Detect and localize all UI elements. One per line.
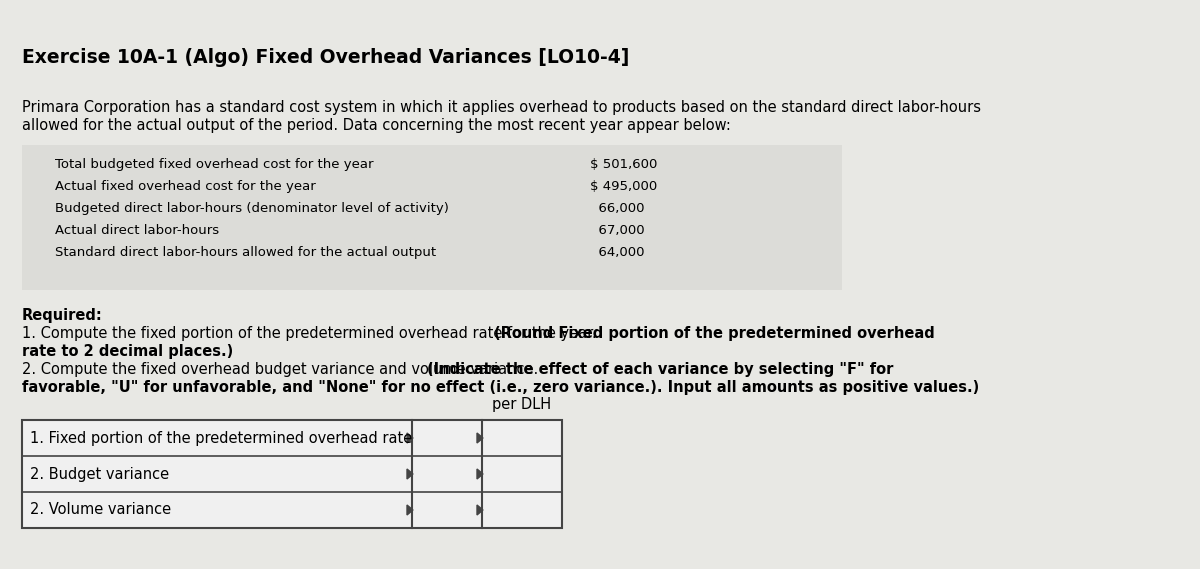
Text: Primara Corporation has a standard cost system in which it applies overhead to p: Primara Corporation has a standard cost … <box>22 100 982 115</box>
Text: (Round Fixed portion of the predetermined overhead: (Round Fixed portion of the predetermine… <box>494 326 935 341</box>
Text: 64,000: 64,000 <box>590 246 644 259</box>
Text: 1. Compute the fixed portion of the predetermined overhead rate for the year.: 1. Compute the fixed portion of the pred… <box>22 326 601 341</box>
Polygon shape <box>407 505 413 515</box>
Text: per DLH: per DLH <box>492 397 552 412</box>
Polygon shape <box>478 433 482 443</box>
Text: Total budgeted fixed overhead cost for the year: Total budgeted fixed overhead cost for t… <box>55 158 373 171</box>
Text: Exercise 10A-1 (Algo) Fixed Overhead Variances [LO10-4]: Exercise 10A-1 (Algo) Fixed Overhead Var… <box>22 48 629 67</box>
Text: $ 495,000: $ 495,000 <box>590 180 658 193</box>
Text: 67,000: 67,000 <box>590 224 644 237</box>
Polygon shape <box>478 505 482 515</box>
Bar <box>22 420 562 528</box>
Polygon shape <box>478 469 482 479</box>
Text: 2. Compute the fixed overhead budget variance and volume variance.: 2. Compute the fixed overhead budget var… <box>22 362 542 377</box>
Bar <box>22 420 562 528</box>
Text: allowed for the actual output of the period. Data concerning the most recent yea: allowed for the actual output of the per… <box>22 118 731 133</box>
Text: Actual direct labor-hours: Actual direct labor-hours <box>55 224 220 237</box>
Text: $ 501,600: $ 501,600 <box>590 158 658 171</box>
Text: Actual fixed overhead cost for the year: Actual fixed overhead cost for the year <box>55 180 316 193</box>
Text: rate to 2 decimal places.): rate to 2 decimal places.) <box>22 344 233 359</box>
Text: 66,000: 66,000 <box>590 202 644 215</box>
FancyBboxPatch shape <box>22 145 842 290</box>
Text: 2. Budget variance: 2. Budget variance <box>30 467 169 481</box>
Text: 2. Volume variance: 2. Volume variance <box>30 502 172 517</box>
Text: Standard direct labor-hours allowed for the actual output: Standard direct labor-hours allowed for … <box>55 246 436 259</box>
Polygon shape <box>407 433 413 443</box>
Text: (Indicate the effect of each variance by selecting "F" for: (Indicate the effect of each variance by… <box>427 362 894 377</box>
Text: favorable, "U" for unfavorable, and "None" for no effect (i.e., zero variance.).: favorable, "U" for unfavorable, and "Non… <box>22 380 979 395</box>
Text: Required:: Required: <box>22 308 103 323</box>
Text: 1. Fixed portion of the predetermined overhead rate: 1. Fixed portion of the predetermined ov… <box>30 431 413 446</box>
Text: Budgeted direct labor-hours (denominator level of activity): Budgeted direct labor-hours (denominator… <box>55 202 449 215</box>
Polygon shape <box>407 469 413 479</box>
